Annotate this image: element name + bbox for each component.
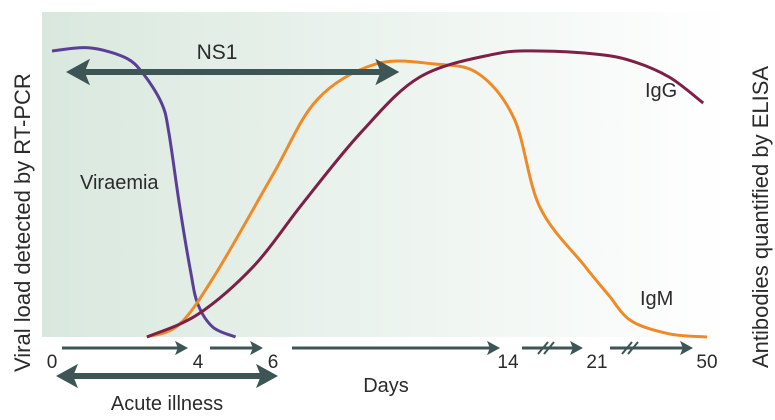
igm-series-label: IgM [640, 288, 673, 310]
axis-break-mark [543, 341, 555, 355]
acute-illness-range-label: Acute illness [111, 393, 223, 415]
arrowhead [487, 340, 500, 356]
arrowhead [570, 340, 583, 356]
arrowhead [56, 363, 78, 389]
axis-break-mark [621, 341, 633, 355]
acute-illness-range-arrow [56, 363, 278, 389]
igg-series-line [146, 49, 705, 339]
ns1-range-label: NS1 [197, 41, 238, 64]
x-tick-21: 21 [586, 352, 607, 373]
x-tick-14: 14 [497, 352, 519, 373]
arrowhead [66, 58, 90, 86]
igm-series-line [146, 59, 708, 339]
y-axis-label-right: Antibodies quantified by ELISA [748, 66, 773, 368]
axis-break-mark [537, 341, 549, 355]
arrowhead [175, 340, 188, 356]
x-tick-6: 6 [268, 352, 279, 373]
x-tick-50: 50 [696, 352, 717, 373]
arrowhead [680, 340, 693, 356]
x-tick-4: 4 [193, 352, 204, 373]
viraemia-series-label: Viraemia [80, 172, 159, 194]
x-axis-label: Days [363, 375, 409, 397]
days-axis [62, 340, 693, 356]
arrowhead [256, 363, 278, 389]
igg-series-label: IgG [645, 80, 677, 102]
x-tick-0: 0 [47, 352, 58, 373]
axis-break-mark [627, 341, 639, 355]
ns1-range-arrow [66, 58, 400, 86]
y-axis-label-left: Viral load detected by RT-PCR [10, 73, 35, 372]
arrowhead [375, 58, 400, 86]
arrowhead [250, 340, 263, 356]
